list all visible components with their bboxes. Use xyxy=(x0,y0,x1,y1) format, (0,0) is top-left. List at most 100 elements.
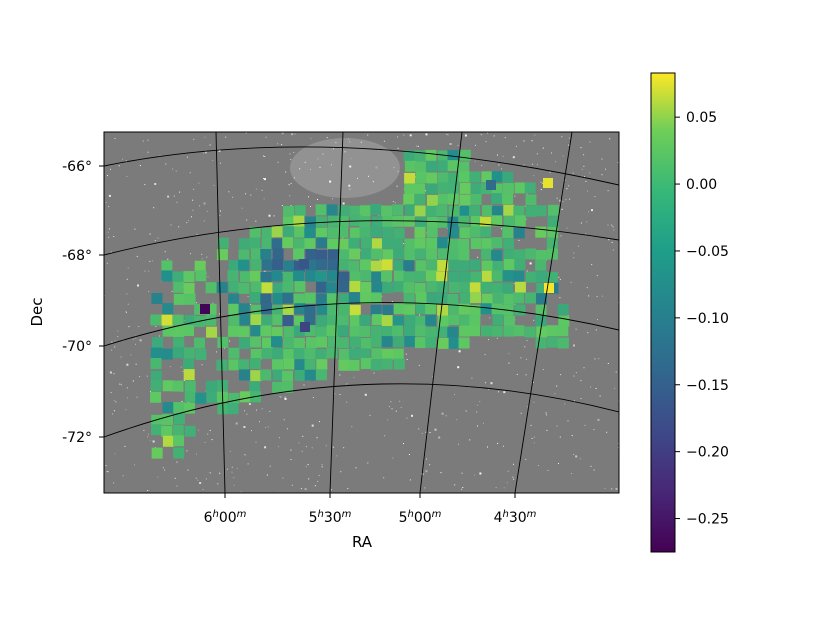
heatmap-cell xyxy=(228,303,240,315)
star xyxy=(503,391,506,394)
heatmap-cell xyxy=(503,315,515,327)
heatmap-cell xyxy=(514,259,526,271)
star xyxy=(196,302,198,304)
star xyxy=(193,138,195,140)
star xyxy=(396,185,398,187)
star xyxy=(147,151,149,153)
heatmap-cell xyxy=(524,292,536,304)
star xyxy=(199,482,202,484)
star xyxy=(255,188,257,190)
star xyxy=(190,216,192,218)
heatmap-cell xyxy=(150,347,162,359)
star xyxy=(585,180,587,182)
star xyxy=(477,404,479,406)
heatmap-cell xyxy=(414,282,426,294)
heatmap-cell xyxy=(415,292,427,304)
star xyxy=(438,436,441,439)
star xyxy=(591,264,593,266)
star xyxy=(346,383,348,385)
star xyxy=(532,163,534,165)
star xyxy=(264,156,266,157)
heatmap-cell xyxy=(238,249,250,261)
star xyxy=(263,178,264,180)
star xyxy=(524,205,526,207)
dec-grid-line xyxy=(104,146,619,186)
heatmap-cell xyxy=(294,281,306,293)
heatmap-cell xyxy=(326,325,338,337)
star xyxy=(391,408,393,410)
heatmap-cell xyxy=(360,282,372,294)
heatmap-cell xyxy=(304,348,316,360)
heatmap-cell xyxy=(448,172,460,184)
star xyxy=(417,145,419,147)
heatmap-cell xyxy=(371,271,383,283)
heatmap-cell xyxy=(437,172,449,184)
star xyxy=(128,326,130,328)
star xyxy=(284,397,287,400)
heatmap-cell xyxy=(535,315,547,327)
star xyxy=(204,136,206,138)
heatmap-cell xyxy=(381,205,393,217)
heatmap-cell xyxy=(470,216,482,228)
heatmap-cell xyxy=(536,293,548,305)
heatmap-cell xyxy=(293,348,305,360)
heatmap-cell xyxy=(404,336,416,348)
heatmap-cell xyxy=(272,359,284,371)
colorbar-tick-label: 0.05 xyxy=(686,110,717,126)
heatmap-cell xyxy=(403,260,415,272)
heatmap-cell xyxy=(359,205,371,217)
y-axis-label: Dec xyxy=(28,297,46,326)
heatmap-cell xyxy=(272,292,284,304)
star xyxy=(454,484,456,486)
star xyxy=(155,326,157,327)
star xyxy=(575,455,578,458)
star xyxy=(595,388,597,389)
star xyxy=(316,437,318,439)
heatmap-cell xyxy=(458,303,470,315)
heatmap-cell xyxy=(426,237,438,249)
heatmap-cell xyxy=(304,314,316,326)
heatmap-cell xyxy=(535,304,547,316)
star xyxy=(135,363,137,365)
heatmap-cell xyxy=(426,226,438,238)
heatmap-cell xyxy=(183,325,195,337)
star xyxy=(502,155,504,157)
star xyxy=(588,295,590,297)
heatmap-cell xyxy=(228,281,240,293)
heatmap-cell xyxy=(338,304,350,316)
star xyxy=(514,319,516,321)
heatmap-cell xyxy=(557,337,569,349)
star xyxy=(575,372,577,374)
heatmap-cell xyxy=(371,282,383,294)
heatmap-cell xyxy=(272,314,284,326)
star xyxy=(369,414,371,416)
heatmap-cell xyxy=(513,325,525,337)
star xyxy=(265,136,267,138)
star xyxy=(498,164,500,166)
heatmap-cell xyxy=(491,171,503,183)
star xyxy=(383,140,385,142)
heatmap-cell xyxy=(370,336,382,348)
heatmap-cell xyxy=(486,180,496,190)
heatmap-cell xyxy=(282,237,294,249)
star xyxy=(149,260,151,262)
star xyxy=(259,421,260,423)
heatmap-cell xyxy=(238,326,250,338)
star xyxy=(111,349,113,351)
star xyxy=(611,224,613,226)
star xyxy=(291,484,293,486)
star xyxy=(278,446,280,448)
heatmap-cell xyxy=(184,380,196,392)
heatmap-cell xyxy=(403,293,415,305)
heatmap-cell xyxy=(338,238,350,250)
y-axis: -66° -68° -70° -72° Dec xyxy=(28,159,104,446)
star xyxy=(397,136,399,138)
star xyxy=(608,239,610,241)
heatmap-cell xyxy=(557,325,569,337)
star xyxy=(372,181,374,183)
heatmap-cell xyxy=(469,304,481,316)
star xyxy=(207,276,209,278)
star xyxy=(447,134,449,136)
star xyxy=(319,421,320,423)
heatmap-cell xyxy=(481,325,493,337)
